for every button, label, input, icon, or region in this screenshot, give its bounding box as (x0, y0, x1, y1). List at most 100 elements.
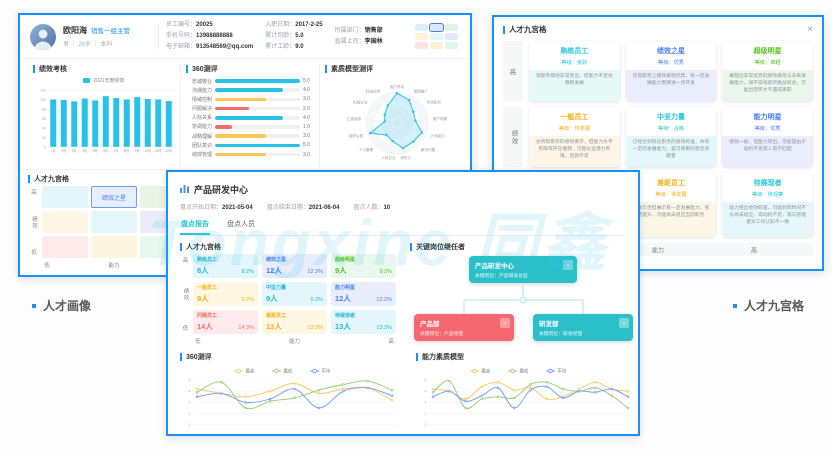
org-child-node: 产品部 关键岗位：产品经理 ⌄ (414, 314, 514, 341)
avatar (30, 23, 56, 50)
card-percent: 9.2% (379, 268, 392, 275)
card-percent: 14.3% (238, 324, 254, 331)
svg-text:组织认知: 组织认知 (349, 133, 364, 138)
employee-header: 欧阳海 销售一组主管 男 ｜ 26岁 ｜ 本科 员工编号：20025 手机号码：1… (20, 15, 470, 59)
svg-text:3: 3 (425, 401, 427, 405)
mini-grid-cell (445, 42, 458, 49)
card-title: 绩效之星 (266, 257, 287, 263)
hbar-track (215, 79, 300, 83)
hbar-row: 战略理解 3.0 (186, 133, 314, 140)
hbar-label: 协调能力 (191, 124, 212, 131)
svg-text:5: 5 (189, 378, 191, 382)
card-title: 问题员工 (197, 313, 218, 319)
mini-grid-cell (415, 33, 428, 40)
card-percent: 12.2% (307, 268, 323, 275)
expand-button[interactable]: ⌄ (563, 260, 573, 270)
tab-active[interactable]: 盘点报告 (180, 216, 210, 235)
tabs: 盘点报告 盘点人员 (180, 216, 626, 236)
ninegrid-card: 差距员工 等级：待发展 绩效欠佳但展示有一定发展能力，有待提升，可能尚未适应当前职务 (625, 173, 717, 237)
section-marker (180, 353, 182, 361)
hbar-label: 战略理解 (191, 133, 212, 140)
ninegrid-summary-section: 人才九宫格 高绩效低 熟练员工 8人 8.2% 绩效之星 12人 12.2% 超级明星 9人 9.… (180, 242, 396, 348)
expand-button[interactable]: ⌄ (500, 318, 510, 328)
section-marker (410, 243, 412, 251)
card-percent: 13.3% (307, 324, 323, 331)
ninegrid-cell: 绩效之星 (91, 186, 137, 208)
performance-bar-chart: 0 20 40 60 80 100 120 1月 2月 3月 4月 5月 6月 7月 8月 9月 10月 11月 1… (33, 85, 175, 168)
svg-text:1月: 1月 (51, 149, 56, 153)
hbar-fill (215, 106, 249, 111)
svg-text:20: 20 (42, 136, 46, 140)
svg-text:0: 0 (189, 434, 191, 436)
section-marker (503, 25, 505, 34)
grid-gutter-label: 绩效 (503, 107, 523, 167)
hbar-track (215, 134, 300, 138)
ninegrid-summary-card: 能力明星 12人 12.2% (331, 282, 396, 306)
svg-text:5: 5 (425, 378, 427, 382)
card-count: 8人 (197, 265, 209, 275)
quality-line-chart: 最高最低平均012345客户导向营销推广市场研究客户洞察计划能力解决问题领导力人… (416, 364, 638, 434)
hbar-label: 团队意识 (191, 142, 212, 149)
card-title: 超级明星 (753, 48, 782, 55)
report-icon (180, 180, 189, 198)
card-percent: 8.2% (241, 268, 254, 275)
hbar-fill (215, 143, 300, 148)
employee-fields: 员工编号：20025 手机号码：13988888888 电子邮箱：913548569… (166, 21, 408, 52)
hbar-row: 协调能力 1.0 (186, 124, 314, 131)
department-title: 产品研发中心 (194, 184, 249, 195)
svg-text:4: 4 (189, 390, 191, 394)
card-title: 一般员工 (560, 114, 589, 121)
svg-text:平均: 平均 (558, 368, 567, 375)
hbar-track (215, 97, 300, 102)
svg-text:最高: 最高 (482, 368, 491, 375)
ninegrid-summary-card: 绩效之星 12人 12.2% (262, 254, 327, 278)
svg-text:个人管理: 个人管理 (359, 147, 374, 152)
hbar-track (215, 106, 300, 111)
employee-field-column: 所属部门：销售部 直属上司：李国林 (335, 21, 383, 52)
mini-grid-cell (445, 24, 458, 31)
grid-cells: 绩效之星 (42, 186, 186, 258)
card-title: 待展现者 (335, 313, 356, 319)
eval360-line-section: 360测评 最高最低平均012345忠诚敬业抗压能力情绪控制问题解决人际关系协调… (180, 352, 402, 436)
panel-title: 人才九宫格 (509, 25, 547, 34)
section-title: 素质模型测评 (331, 66, 373, 73)
ninegrid-summary-card: 待展现者 13人 13.3% (331, 310, 396, 334)
svg-text:0: 0 (44, 145, 46, 149)
hbar-track (215, 88, 300, 92)
expand-button[interactable]: ⌄ (619, 318, 629, 328)
review-meta: 盘点开始日期：2021-05-04 盘点结束日期：2021-06-04 盘点人数：1… (180, 202, 626, 211)
card-title: 待展现者 (753, 180, 782, 187)
close-icon[interactable]: × (807, 23, 813, 35)
svg-text:10月: 10月 (144, 149, 151, 153)
ninegrid-summary-card: 差距员工 13人 13.3% (262, 310, 327, 334)
card-count: 13人 (335, 321, 351, 331)
hbar-label: 绩效管理 (191, 152, 212, 158)
card-grade: 等级：待发展 (558, 125, 590, 132)
svg-text:平均: 平均 (322, 368, 331, 375)
successor-section: 关键岗位继任者 产品研发中心 关键岗位：产品研发总监 ⌄ 产品部 关键岗位：产品经理 ⌄ 研… (410, 242, 633, 348)
org-child-node: 研发部 关键岗位：研发经理 ⌄ (533, 314, 633, 341)
card-title: 一般员工 (197, 285, 218, 291)
card-percent: 9.2% (241, 296, 254, 303)
hbar-row: 情绪控制 3.0 (186, 96, 314, 103)
ninegrid-card: 能力明星 等级：优秀 绩效一般，但能力突出，可能是由于动机不足或人岗不匹配 (722, 107, 813, 167)
grid-y-axis: 高绩效低 (31, 190, 37, 256)
card-grade: 等级：优秀 (754, 125, 781, 132)
tab-inactive[interactable]: 盘点人员 (227, 221, 255, 228)
ninegrid-cards: 高熟练员工 等级：良好 现职务绩效非常突出，但能力不足会限制发展 绩效之星 等级：优秀在… (503, 41, 813, 256)
hbar-row: 沟通能力 4.0 (186, 87, 314, 94)
section-title: 360测评 (186, 354, 212, 361)
org-node-subtitle: 关键岗位：研发经理 (539, 332, 583, 337)
svg-text:60: 60 (42, 117, 46, 121)
grid-y-axis: 高绩效低 (182, 258, 189, 332)
hbar-value: 4.0 (303, 114, 310, 121)
eval360-section: 360测评 忠诚敬业 5.0 沟通能力 4.0 情绪控制 3.0 问题解决 2.0 人际关系 4.… (180, 64, 319, 167)
meta-item: 盘点结束日期：2021-06-04 (266, 205, 340, 211)
employee-field: 手机号码：13988888888 (166, 33, 233, 39)
grid-gutter-label: 高 (503, 41, 523, 101)
svg-text:客户导向: 客户导向 (390, 84, 405, 89)
card-grade: 等级：卓越 (754, 59, 781, 66)
quality-line-section: 能力素质模型 最高最低平均012345客户导向营销推广市场研究客户洞察计划能力解… (416, 352, 638, 434)
card-count: 12人 (266, 265, 282, 275)
